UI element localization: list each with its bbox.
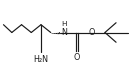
Text: O: O (89, 28, 95, 37)
Text: O: O (73, 53, 80, 62)
Text: H₂N: H₂N (33, 55, 49, 64)
Text: N: N (61, 28, 67, 37)
Text: H: H (61, 21, 67, 27)
